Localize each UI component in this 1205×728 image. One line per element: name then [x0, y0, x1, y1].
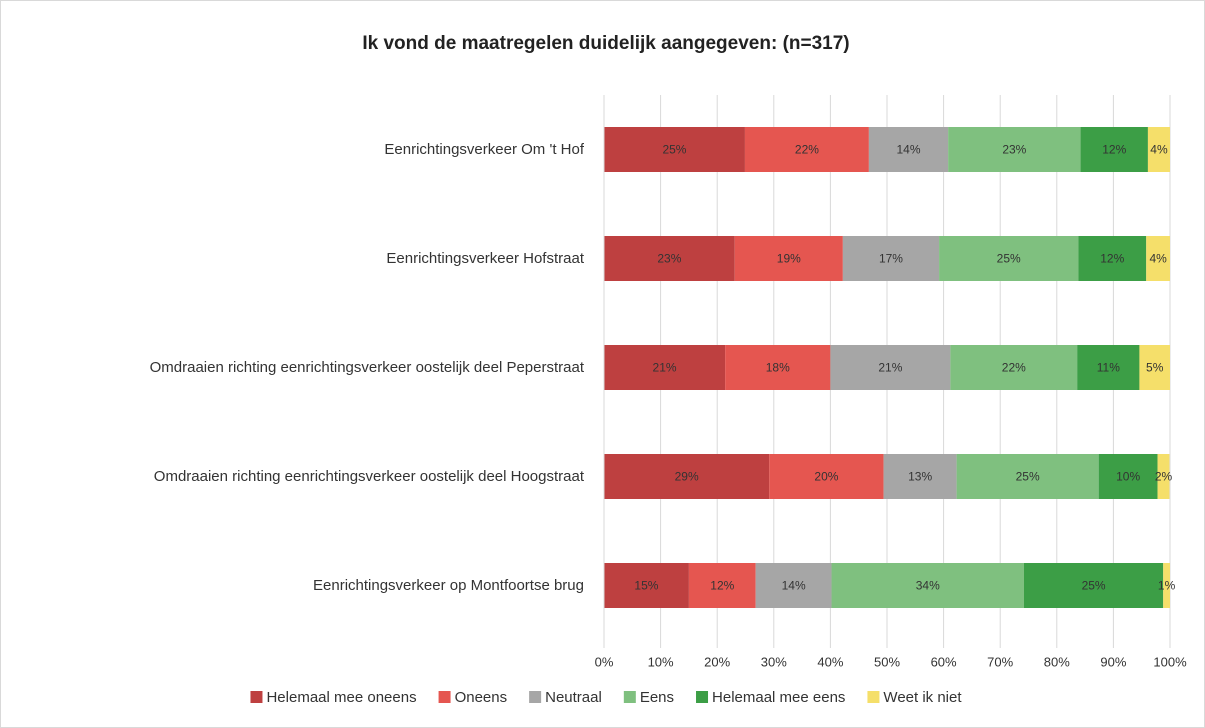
data-label: 1% [1158, 579, 1176, 593]
bar-segment [1078, 236, 1147, 281]
data-label: 34% [916, 579, 940, 593]
category-label-box: Omdraaien richting eenrichtingsverkeer o… [153, 467, 584, 485]
data-label: 21% [653, 361, 677, 375]
x-tick-label: 70% [987, 654, 1013, 669]
data-label: 12% [1102, 143, 1126, 157]
legend-swatch [623, 691, 636, 703]
x-tick-label: 100% [1153, 654, 1187, 669]
y-tick-label: Omdraaien richting eenrichtingsverkeer o… [153, 467, 584, 485]
data-label: 25% [1016, 470, 1040, 484]
bar-segment [1146, 236, 1170, 281]
legend-label: Neutraal [545, 689, 602, 706]
data-label: 10% [1116, 470, 1140, 484]
bar-segment [755, 563, 832, 608]
category-label-box: Omdraaien richting eenrichtingsverkeer o… [149, 358, 584, 376]
data-label: 29% [675, 470, 699, 484]
legend: Helemaal mee oneens Oneens Neutraal Eens Hel… [250, 689, 962, 706]
data-label: 25% [662, 143, 686, 157]
bar-segment [604, 127, 745, 172]
data-label: 22% [1002, 361, 1026, 375]
data-label: 12% [710, 579, 734, 593]
bar-segment [868, 127, 949, 172]
legend-label: Helemaal mee eens [712, 689, 845, 706]
bar-segment [604, 563, 689, 608]
data-label: 23% [1002, 143, 1026, 157]
x-tick-label: 60% [931, 654, 957, 669]
legend-swatch [696, 691, 709, 703]
legend-label: Eens [640, 689, 674, 706]
x-tick-label: 10% [648, 654, 674, 669]
bar-segment [744, 127, 869, 172]
y-tick-label: Eenrichtingsverkeer Hofstraat [386, 249, 584, 267]
bar-segment [1023, 563, 1164, 608]
legend-label: Helemaal mee oneens [266, 689, 416, 706]
bar-segment [1157, 454, 1170, 499]
x-tick-label: 90% [1100, 654, 1126, 669]
bar-segment [950, 345, 1078, 390]
bar-segment [842, 236, 940, 281]
bar-segment [769, 454, 884, 499]
y-tick-label: Eenrichtingsverkeer Om 't Hof [384, 140, 584, 158]
bar-segment [1139, 345, 1170, 390]
data-label: 15% [634, 579, 658, 593]
data-label: 14% [782, 579, 806, 593]
bar-segment [604, 236, 735, 281]
y-tick-label: Eenrichtingsverkeer op Montfoortse brug [313, 576, 584, 594]
data-label: 25% [1082, 579, 1106, 593]
data-label: 17% [879, 252, 903, 266]
x-tick-label: 80% [1044, 654, 1070, 669]
data-label: 20% [814, 470, 838, 484]
data-label: 19% [777, 252, 801, 266]
bar-segment [830, 345, 951, 390]
data-label: 11% [1097, 361, 1120, 375]
data-label: 22% [795, 143, 819, 157]
bar-segment [1147, 127, 1170, 172]
chart-title: Ik vond de maatregelen duidelijk aangege… [362, 33, 849, 54]
legend-swatch [438, 691, 451, 703]
bar-segment [831, 563, 1024, 608]
x-tick-label: 0% [595, 654, 614, 669]
legend-swatch [250, 691, 263, 703]
legend-swatch [867, 691, 880, 703]
category-label-box: Eenrichtingsverkeer Hofstraat [386, 249, 584, 267]
bar-segment [1098, 454, 1158, 499]
data-label: 18% [766, 361, 790, 375]
data-label: 4% [1149, 252, 1167, 266]
bar-segment [734, 236, 843, 281]
data-label: 23% [657, 252, 681, 266]
bar-segment [939, 236, 1079, 281]
data-label: 21% [878, 361, 902, 375]
data-label: 4% [1150, 143, 1168, 157]
x-tick-label: 40% [817, 654, 843, 669]
legend-label: Oneens [455, 689, 508, 706]
data-label: 5% [1146, 361, 1164, 375]
data-label: 2% [1155, 470, 1173, 484]
legend-label: Weet ik niet [883, 689, 962, 706]
data-label: 12% [1100, 252, 1124, 266]
bar-segment [1080, 127, 1148, 172]
bar-segment [1163, 563, 1170, 608]
bar-segment [688, 563, 756, 608]
legend-swatch [529, 691, 542, 703]
data-label: 14% [896, 143, 920, 157]
bar-segment [948, 127, 1081, 172]
data-label: 25% [997, 252, 1021, 266]
x-tick-label: 50% [874, 654, 900, 669]
bar-segment [1077, 345, 1140, 390]
bar-segment [604, 345, 726, 390]
category-label-box: Eenrichtingsverkeer Om 't Hof [384, 140, 584, 158]
bar-segment [956, 454, 1099, 499]
x-tick-label: 30% [761, 654, 787, 669]
data-label: 13% [908, 470, 932, 484]
bar-segment [883, 454, 957, 499]
category-label-box: Eenrichtingsverkeer op Montfoortse brug [313, 576, 584, 594]
bar-segment [604, 454, 770, 499]
y-tick-label: Omdraaien richting eenrichtingsverkeer o… [149, 358, 584, 376]
x-tick-label: 20% [704, 654, 730, 669]
bar-segment [725, 345, 831, 390]
